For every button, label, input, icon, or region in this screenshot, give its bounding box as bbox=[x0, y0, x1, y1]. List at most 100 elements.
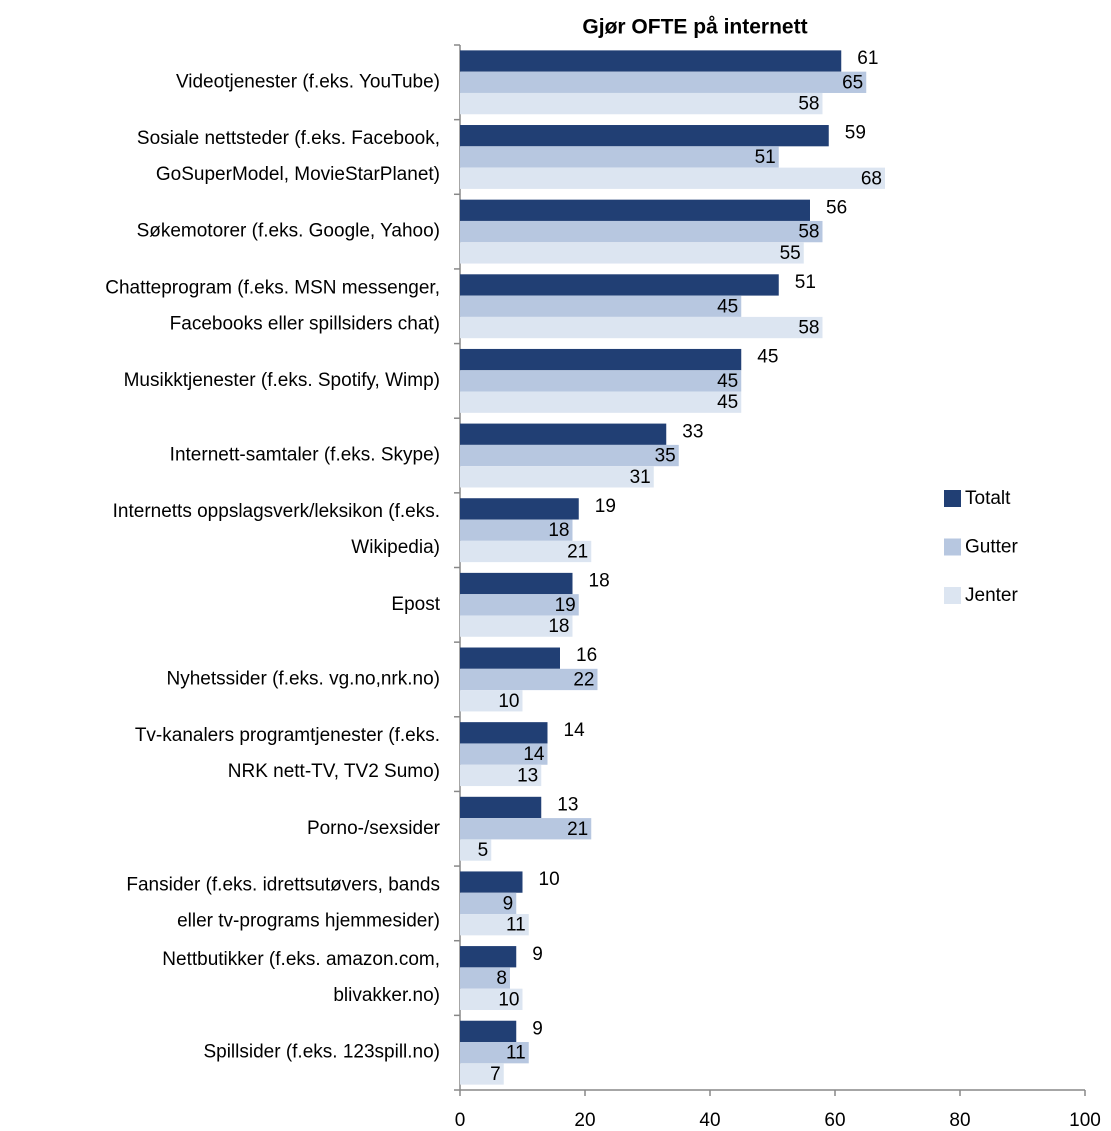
category-label: Nettbutikker (f.eks. amazon.com, blivakke… bbox=[162, 949, 440, 1006]
bar bbox=[460, 594, 579, 616]
value-label: 51 bbox=[795, 272, 816, 293]
category-label: Spillsider (f.eks. 123spill.no) bbox=[203, 1042, 440, 1063]
bar bbox=[460, 540, 592, 563]
category-label: Nyhetssider (f.eks. vg.no,nrk.no) bbox=[167, 668, 441, 689]
bar bbox=[460, 743, 548, 765]
bar bbox=[460, 615, 573, 637]
bar bbox=[460, 668, 598, 691]
category-label: Chatteprogram (f.eks. MSN messenger, Face… bbox=[105, 277, 440, 334]
bar bbox=[460, 946, 517, 968]
value-label: 10 bbox=[539, 869, 560, 890]
bar bbox=[460, 466, 654, 488]
bar bbox=[460, 647, 560, 669]
bar bbox=[460, 92, 823, 115]
category-label: Epost bbox=[391, 594, 440, 615]
category-label: Internetts oppslagsverk/leksikon (f.eks.… bbox=[113, 501, 440, 558]
value-label: 58 bbox=[798, 94, 819, 115]
bar bbox=[460, 1020, 517, 1043]
value-label: 21 bbox=[567, 541, 588, 562]
x-tick-label: 100 bbox=[1069, 1110, 1101, 1131]
bar bbox=[460, 242, 804, 264]
category-label: Videotjenester (f.eks. YouTube) bbox=[176, 71, 440, 92]
value-label: 18 bbox=[548, 616, 569, 637]
value-label: 13 bbox=[517, 765, 538, 786]
value-label: 11 bbox=[506, 1043, 526, 1064]
category-label: Søkemotorer (f.eks. Google, Yahoo) bbox=[137, 221, 440, 242]
value-label: 55 bbox=[780, 243, 801, 264]
value-label: 51 bbox=[755, 147, 776, 168]
bar bbox=[460, 391, 742, 413]
bar bbox=[460, 444, 679, 467]
legend-label: Jenter bbox=[965, 585, 1018, 606]
bar bbox=[460, 167, 885, 189]
category-label: Tv-kanalers programtjenester (f.eks. NRK … bbox=[135, 725, 440, 782]
value-label: 22 bbox=[573, 669, 594, 690]
bar bbox=[460, 274, 779, 296]
bar bbox=[460, 764, 542, 787]
legend-swatch bbox=[944, 538, 961, 556]
chart-title: Gjør OFTE på internett bbox=[582, 16, 807, 39]
bar bbox=[460, 50, 842, 72]
value-label: 7 bbox=[490, 1064, 501, 1085]
value-label: 65 bbox=[842, 72, 863, 93]
bar bbox=[460, 572, 573, 595]
value-label: 13 bbox=[557, 794, 578, 815]
value-label: 56 bbox=[826, 197, 847, 218]
legend-swatch bbox=[944, 587, 961, 604]
bar bbox=[460, 690, 523, 712]
bar bbox=[460, 423, 667, 445]
value-label: 33 bbox=[682, 421, 703, 442]
value-label: 68 bbox=[861, 168, 882, 189]
x-tick-label: 20 bbox=[574, 1110, 595, 1131]
bar bbox=[460, 892, 517, 915]
value-label: 59 bbox=[845, 123, 866, 144]
value-label: 18 bbox=[589, 571, 610, 592]
legend-label: Totalt bbox=[965, 488, 1011, 509]
bar bbox=[460, 796, 542, 819]
value-label: 45 bbox=[717, 392, 738, 413]
value-label: 9 bbox=[532, 944, 543, 965]
legend-swatch bbox=[944, 490, 961, 507]
x-tick-label: 0 bbox=[455, 1110, 466, 1131]
bar bbox=[460, 316, 823, 339]
value-label: 45 bbox=[717, 371, 738, 392]
bar bbox=[460, 722, 548, 744]
value-label: 9 bbox=[503, 893, 514, 914]
value-label: 10 bbox=[498, 691, 519, 712]
category-label: Internett-samtaler (f.eks. Skype) bbox=[170, 445, 440, 466]
bar bbox=[460, 370, 742, 392]
bar bbox=[460, 498, 579, 520]
value-label: 21 bbox=[567, 819, 588, 840]
bar bbox=[460, 519, 573, 541]
value-label: 19 bbox=[595, 496, 616, 517]
category-label: Porno-/sexsider bbox=[307, 818, 441, 839]
value-label: 58 bbox=[798, 318, 819, 339]
bar bbox=[460, 871, 523, 893]
legend-label: Gutter bbox=[965, 537, 1018, 558]
value-label: 18 bbox=[548, 520, 569, 541]
value-label: 14 bbox=[523, 744, 545, 765]
bar bbox=[460, 839, 492, 861]
bar bbox=[460, 967, 510, 989]
x-tick-label: 60 bbox=[824, 1110, 845, 1131]
bar bbox=[460, 1042, 529, 1064]
x-tick-label: 40 bbox=[699, 1110, 720, 1131]
value-label: 61 bbox=[857, 48, 878, 69]
value-label: 19 bbox=[555, 595, 576, 616]
value-label: 5 bbox=[478, 840, 489, 861]
value-label: 14 bbox=[564, 720, 586, 741]
value-label: 31 bbox=[630, 467, 651, 488]
bar bbox=[460, 199, 810, 221]
bar bbox=[460, 914, 529, 936]
bar bbox=[460, 125, 829, 147]
value-label: 16 bbox=[576, 645, 597, 666]
bar bbox=[460, 220, 823, 243]
bar bbox=[460, 1063, 504, 1085]
value-label: 45 bbox=[717, 296, 738, 317]
value-label: 58 bbox=[798, 222, 819, 243]
category-label: Sosiale nettsteder (f.eks. Facebook, GoSu… bbox=[137, 128, 440, 185]
category-label: Musikktjenester (f.eks. Spotify, Wimp) bbox=[124, 370, 440, 391]
value-label: 11 bbox=[506, 915, 526, 936]
